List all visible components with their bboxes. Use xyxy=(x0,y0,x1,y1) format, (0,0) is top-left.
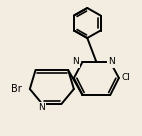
Text: N: N xyxy=(72,58,79,67)
Text: Cl: Cl xyxy=(121,73,130,83)
Text: N: N xyxy=(108,58,115,67)
Text: Br: Br xyxy=(11,84,22,94)
Text: N: N xyxy=(38,103,45,112)
